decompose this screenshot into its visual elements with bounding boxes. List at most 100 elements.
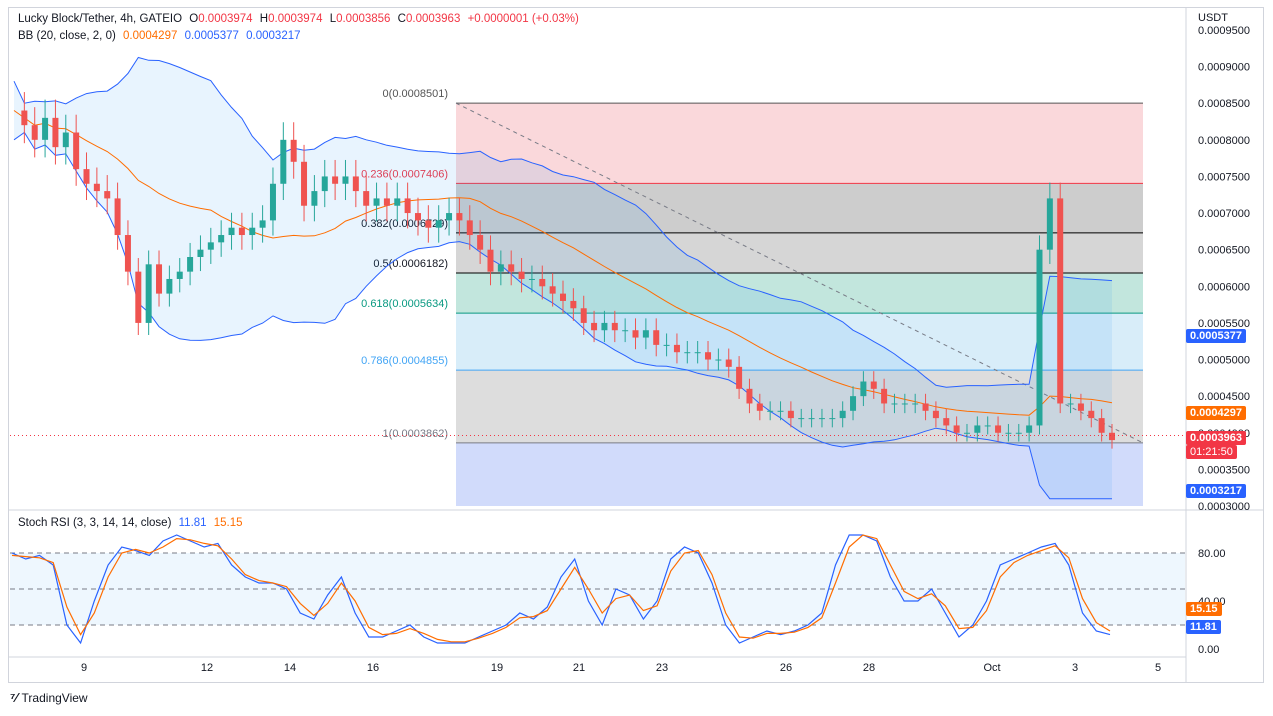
candle-body[interactable] xyxy=(456,213,463,221)
candle-body[interactable] xyxy=(663,344,670,346)
candle-body[interactable] xyxy=(290,139,297,162)
candle-body[interactable] xyxy=(787,410,794,419)
candle-body[interactable] xyxy=(549,286,556,294)
candle-body[interactable] xyxy=(601,322,608,331)
candle-body[interactable] xyxy=(218,235,225,243)
candle-body[interactable] xyxy=(622,330,629,332)
candle-body[interactable] xyxy=(228,227,235,236)
candle-body[interactable] xyxy=(673,344,680,353)
candle-body[interactable] xyxy=(280,139,287,184)
candle-body[interactable] xyxy=(52,117,59,148)
candle-body[interactable] xyxy=(21,110,28,126)
candle-body[interactable] xyxy=(135,271,142,323)
candle-body[interactable] xyxy=(446,213,453,221)
candle-body[interactable] xyxy=(373,198,380,206)
candle-body[interactable] xyxy=(497,264,504,272)
candle-body[interactable] xyxy=(394,198,401,206)
candle-body[interactable] xyxy=(269,183,276,221)
candle-body[interactable] xyxy=(383,198,390,206)
candle-body[interactable] xyxy=(197,249,204,257)
candle-body[interactable] xyxy=(176,271,183,279)
candle-body[interactable] xyxy=(352,176,359,192)
candle-body[interactable] xyxy=(1026,425,1033,433)
candle-body[interactable] xyxy=(83,169,90,184)
candle-body[interactable] xyxy=(725,359,732,367)
candle-body[interactable] xyxy=(777,410,784,412)
candle-body[interactable] xyxy=(798,418,805,420)
candle-body[interactable] xyxy=(767,410,774,412)
candle-body[interactable] xyxy=(518,271,525,279)
candle-body[interactable] xyxy=(187,257,194,272)
candle-body[interactable] xyxy=(932,410,939,419)
candle-body[interactable] xyxy=(881,388,888,404)
candle-body[interactable] xyxy=(321,176,328,192)
candle-body[interactable] xyxy=(850,396,857,411)
candle-body[interactable] xyxy=(891,403,898,405)
candle-body[interactable] xyxy=(632,330,639,338)
candle-body[interactable] xyxy=(477,235,484,250)
candle-body[interactable] xyxy=(818,418,825,420)
candle-body[interactable] xyxy=(42,117,49,140)
candle-body[interactable] xyxy=(1088,410,1095,419)
candle-body[interactable] xyxy=(332,176,339,184)
candle-body[interactable] xyxy=(1036,249,1043,426)
candle-body[interactable] xyxy=(870,381,877,389)
candle-body[interactable] xyxy=(156,264,163,294)
candle-body[interactable] xyxy=(974,425,981,433)
candle-body[interactable] xyxy=(249,227,256,236)
candle-body[interactable] xyxy=(611,322,618,331)
candle-body[interactable] xyxy=(953,425,960,433)
candle-body[interactable] xyxy=(912,403,919,405)
stoch-legend[interactable]: Stoch RSI (3, 3, 14, 14, close) 11.81 15… xyxy=(18,517,247,529)
candle-body[interactable] xyxy=(1015,432,1022,434)
candle-body[interactable] xyxy=(963,432,970,434)
candle-body[interactable] xyxy=(808,418,815,420)
candle-body[interactable] xyxy=(653,330,660,345)
candle-body[interactable] xyxy=(487,249,494,272)
candle-body[interactable] xyxy=(363,191,370,206)
candle-body[interactable] xyxy=(207,242,214,250)
candle-body[interactable] xyxy=(591,322,598,331)
candle-body[interactable] xyxy=(901,403,908,405)
candle-body[interactable] xyxy=(301,161,308,206)
candle-body[interactable] xyxy=(342,176,349,184)
candle-body[interactable] xyxy=(829,418,836,420)
candle-body[interactable] xyxy=(124,235,131,272)
candle-body[interactable] xyxy=(736,366,743,389)
candle-body[interactable] xyxy=(62,132,69,148)
candle-body[interactable] xyxy=(560,293,566,301)
candle-body[interactable] xyxy=(684,352,691,354)
candle-body[interactable] xyxy=(642,330,649,338)
candle-body[interactable] xyxy=(93,183,100,192)
candle-body[interactable] xyxy=(311,191,318,206)
candle-body[interactable] xyxy=(570,300,577,309)
candle-body[interactable] xyxy=(943,418,950,426)
candle-body[interactable] xyxy=(756,403,763,411)
candle-body[interactable] xyxy=(238,227,245,236)
candle-body[interactable] xyxy=(1077,403,1084,411)
candle-body[interactable] xyxy=(860,381,867,397)
candle-body[interactable] xyxy=(1005,432,1012,434)
candle-body[interactable] xyxy=(1057,198,1064,404)
candle-body[interactable] xyxy=(508,264,515,272)
candle-body[interactable] xyxy=(166,278,173,294)
candle-body[interactable] xyxy=(466,220,473,236)
candle-body[interactable] xyxy=(839,410,846,419)
candle-body[interactable] xyxy=(145,264,152,323)
candle-body[interactable] xyxy=(715,359,722,361)
candle-body[interactable] xyxy=(425,220,432,228)
candle-body[interactable] xyxy=(1067,403,1074,405)
candle-body[interactable] xyxy=(114,198,121,236)
candle-body[interactable] xyxy=(404,198,411,214)
candle-body[interactable] xyxy=(694,352,701,354)
candle-body[interactable] xyxy=(414,213,421,221)
candle-body[interactable] xyxy=(580,308,587,323)
candle-body[interactable] xyxy=(984,425,991,427)
candle-body[interactable] xyxy=(1109,432,1115,441)
candle-body[interactable] xyxy=(746,388,753,404)
tradingview-logo[interactable]: ⁷⁄ TradingView xyxy=(10,690,88,705)
candle-body[interactable] xyxy=(539,278,546,287)
candle-body[interactable] xyxy=(995,425,1002,433)
candle-body[interactable] xyxy=(922,403,929,411)
